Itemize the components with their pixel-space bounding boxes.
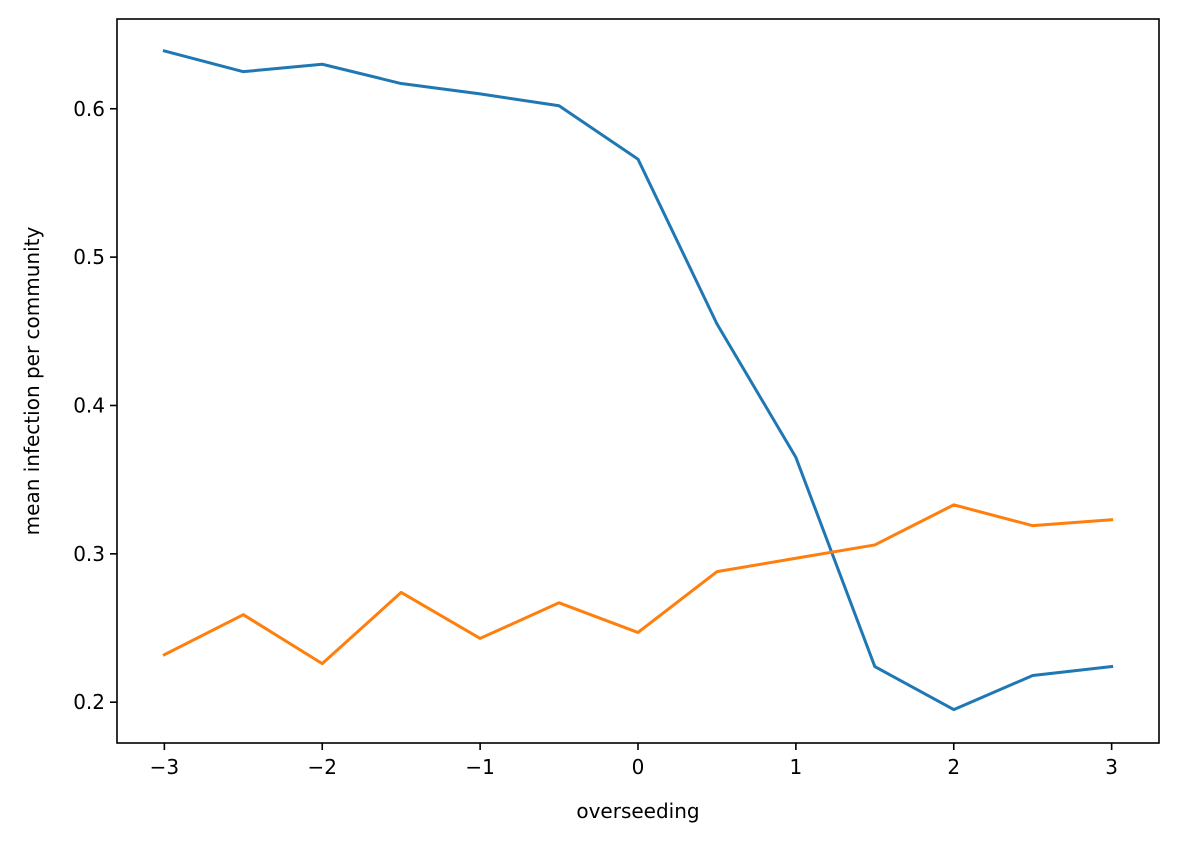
y-axis-label: mean infection per community [20, 226, 44, 535]
y-tick-label: 0.4 [73, 393, 105, 417]
x-tick-label: −1 [465, 755, 494, 779]
x-tick-label: 0 [632, 755, 645, 779]
x-axis-label: overseeding [576, 799, 699, 823]
y-tick-label: 0.2 [73, 690, 105, 714]
y-axis: 0.2 0.3 0.4 0.5 0.6 [73, 97, 117, 714]
x-tick-label: 1 [790, 755, 803, 779]
x-tick-label: −2 [308, 755, 337, 779]
x-tick-label: −3 [150, 755, 179, 779]
y-tick-label: 0.3 [73, 542, 105, 566]
series-layer [162, 49, 1114, 712]
y-tick-label: 0.5 [73, 245, 105, 269]
series-line-2 [162, 503, 1114, 666]
x-tick-label: 3 [1105, 755, 1118, 779]
series-line-1 [162, 49, 1114, 712]
y-tick-label: 0.6 [73, 97, 105, 121]
x-axis: −3 −2 −1 0 1 2 3 [150, 743, 1118, 779]
x-tick-label: 2 [947, 755, 960, 779]
